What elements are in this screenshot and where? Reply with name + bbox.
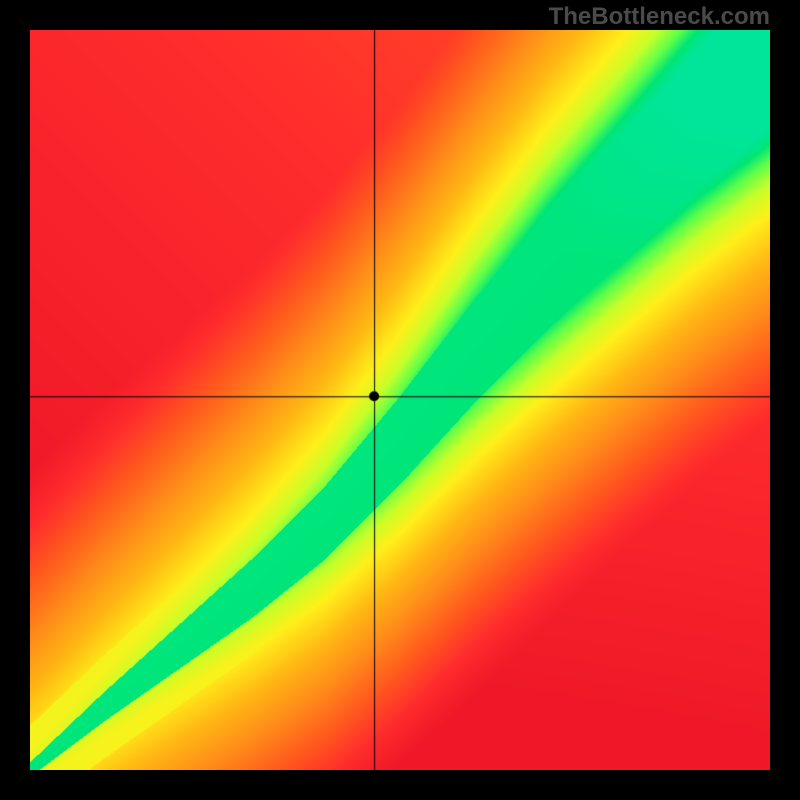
chart-container: TheBottleneck.com	[0, 0, 800, 800]
bottleneck-heatmap	[30, 30, 770, 770]
watermark-text: TheBottleneck.com	[549, 3, 770, 31]
